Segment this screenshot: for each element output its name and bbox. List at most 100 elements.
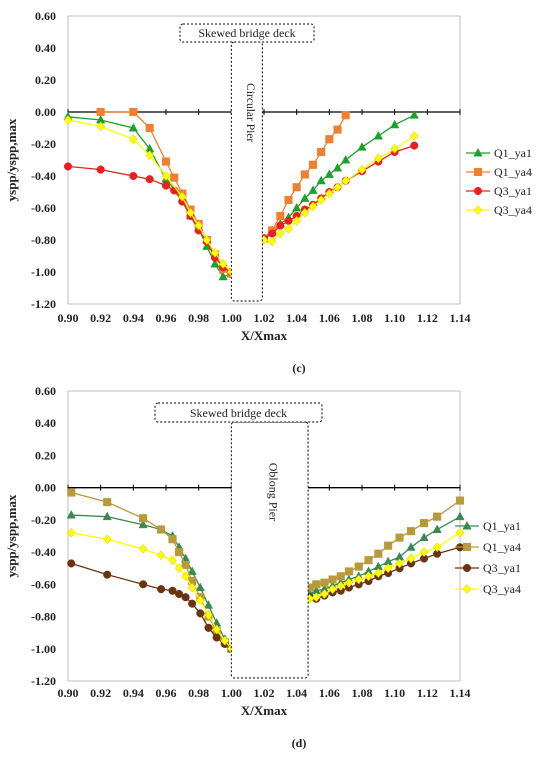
deck-box bbox=[154, 402, 323, 423]
y-tick-label: -1.00 bbox=[31, 265, 56, 279]
data-point bbox=[212, 633, 221, 642]
y-axis-title: yspp/yspp,max bbox=[4, 118, 19, 201]
deck-box bbox=[179, 23, 315, 43]
data-point bbox=[332, 162, 343, 172]
data-point bbox=[410, 141, 419, 150]
legend-label: Q1_ya4 bbox=[494, 165, 532, 179]
legend-label: Q3_ya1 bbox=[483, 561, 521, 575]
data-point bbox=[145, 175, 154, 184]
data-point bbox=[170, 173, 179, 182]
data-point bbox=[129, 107, 138, 117]
data-point bbox=[102, 534, 112, 545]
y-tick-label: -1.20 bbox=[31, 674, 56, 688]
x-tick-label: 1.00 bbox=[221, 686, 242, 700]
data-point bbox=[138, 544, 148, 554]
series-line bbox=[67, 116, 232, 278]
data-point bbox=[364, 571, 373, 582]
data-point bbox=[284, 216, 293, 225]
data-point bbox=[202, 235, 212, 245]
data-point bbox=[96, 165, 105, 174]
series-Q3_ya4 bbox=[66, 527, 465, 654]
data-point bbox=[308, 185, 318, 194]
x-tick-label: 1.02 bbox=[254, 311, 275, 325]
data-point bbox=[300, 170, 309, 179]
data-point bbox=[354, 562, 363, 571]
data-point bbox=[96, 107, 105, 117]
data-point bbox=[174, 563, 184, 574]
x-tick-label: 1.02 bbox=[254, 686, 275, 700]
data-point bbox=[66, 510, 76, 519]
data-point bbox=[406, 527, 416, 536]
y-tick-label: -0.80 bbox=[31, 610, 56, 624]
data-point bbox=[181, 593, 190, 602]
data-point bbox=[161, 181, 171, 190]
y-tick-label: 0.00 bbox=[35, 481, 56, 495]
data-point bbox=[344, 577, 354, 588]
data-point bbox=[292, 183, 301, 192]
x-tick-label: 0.92 bbox=[90, 311, 111, 325]
data-point bbox=[67, 559, 76, 568]
data-point bbox=[455, 496, 465, 505]
y-tick-label: -0.20 bbox=[31, 137, 56, 151]
data-point bbox=[455, 511, 465, 521]
legend-marker bbox=[462, 563, 472, 573]
data-point bbox=[161, 157, 171, 166]
data-point bbox=[409, 131, 419, 141]
data-point bbox=[204, 623, 213, 632]
data-point bbox=[63, 162, 73, 171]
x-tick-label: 1.06 bbox=[319, 686, 340, 700]
data-point bbox=[395, 558, 404, 569]
y-tick-label: 0.00 bbox=[35, 105, 56, 119]
chart-panel-1: 0.60 0.40 0.20 0.00 -0.20 -0.40 -0.60 -0.80 -1.0… bbox=[4, 384, 521, 750]
data-point bbox=[175, 548, 184, 557]
x-tick-label: 1.08 bbox=[352, 311, 373, 325]
y-tick-label: -0.60 bbox=[31, 201, 56, 215]
data-point bbox=[181, 571, 190, 582]
data-point bbox=[373, 130, 383, 140]
y-tick-label: 0.40 bbox=[35, 41, 56, 55]
x-tick-label: 0.98 bbox=[188, 311, 209, 325]
y-tick-label: 0.40 bbox=[35, 416, 56, 430]
data-point bbox=[195, 595, 205, 606]
x-axis-title: X/Xmax bbox=[241, 328, 288, 343]
x-tick-label: 1.10 bbox=[384, 311, 405, 325]
panel-label: (d) bbox=[292, 736, 307, 750]
data-point bbox=[63, 115, 73, 125]
data-point bbox=[139, 580, 148, 589]
data-point bbox=[196, 609, 205, 618]
y-tick-label: 0.60 bbox=[35, 9, 56, 23]
legend-marker bbox=[462, 584, 472, 594]
data-point bbox=[67, 488, 76, 497]
data-point bbox=[364, 556, 373, 565]
x-tick-label: 1.12 bbox=[417, 311, 438, 325]
legend-label: Q1_ya1 bbox=[494, 146, 532, 160]
data-point bbox=[284, 195, 293, 205]
data-point bbox=[374, 549, 383, 558]
data-point bbox=[320, 578, 329, 587]
data-point bbox=[218, 259, 228, 269]
x-tick-label: 1.04 bbox=[286, 686, 307, 700]
data-point bbox=[284, 223, 293, 234]
data-point bbox=[308, 201, 318, 212]
data-point bbox=[275, 228, 285, 239]
y-tick-label: -0.20 bbox=[31, 513, 56, 527]
pier-box bbox=[230, 41, 263, 302]
data-point bbox=[344, 567, 353, 576]
data-point bbox=[203, 600, 214, 609]
data-point bbox=[138, 519, 148, 529]
data-point bbox=[96, 121, 106, 132]
deck-label: Skewed bridge deck bbox=[190, 406, 287, 420]
legend-label: Q1_ya1 bbox=[483, 519, 521, 533]
y-tick-label: 0.20 bbox=[35, 448, 56, 462]
data-point bbox=[168, 535, 177, 544]
legend: Q1_ya1 Q1_ya4 Q3_ya1 Q3_ya4 bbox=[455, 519, 521, 596]
data-point bbox=[187, 582, 197, 593]
x-tick-label: 0.94 bbox=[123, 311, 144, 325]
y-tick-label: -0.80 bbox=[31, 233, 56, 247]
chart-panel-0: 0.60 0.40 0.20 0.00 -0.20 -0.40 -0.60 -0.80 -1.0… bbox=[4, 9, 532, 375]
legend-label: Q3_ya4 bbox=[483, 582, 521, 596]
series-line bbox=[100, 111, 232, 275]
data-point bbox=[268, 229, 277, 238]
y-tick-label: -0.40 bbox=[31, 545, 56, 559]
